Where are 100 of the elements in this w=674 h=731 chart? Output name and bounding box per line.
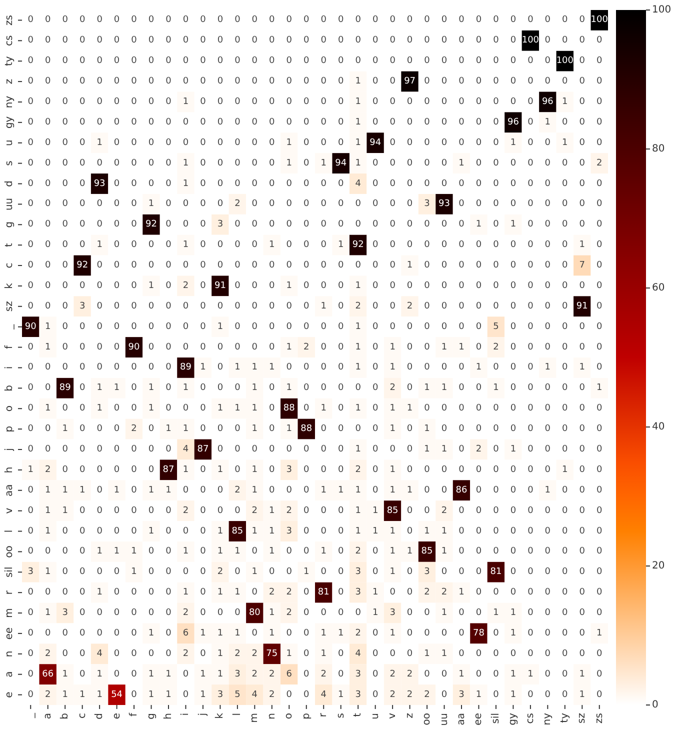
data-label: 0	[579, 96, 586, 107]
data-label: 0	[217, 76, 224, 87]
y-tick-label: n	[4, 650, 15, 658]
data-label: 0	[131, 158, 138, 168]
data-label: 0	[441, 485, 448, 496]
data-label: 1	[510, 628, 516, 638]
data-label: 0	[28, 588, 34, 598]
data-label: 0	[406, 280, 413, 291]
data-label: 0	[320, 383, 327, 394]
data-label: 3	[355, 588, 361, 598]
data-label: 0	[338, 567, 344, 578]
data-label: 0	[28, 690, 34, 700]
data-label: 1	[596, 383, 602, 394]
data-label: 0	[79, 546, 86, 557]
color-bar-label: 60	[652, 282, 665, 294]
data-label: 0	[304, 648, 310, 659]
data-label: 0	[476, 240, 482, 250]
data-label: 0	[96, 117, 103, 128]
data-label: 0	[28, 648, 34, 659]
data-label: 0	[252, 546, 258, 557]
data-label: 0	[252, 158, 258, 168]
data-label: 0	[62, 628, 68, 638]
data-label: 0	[62, 588, 68, 598]
data-label: 0	[476, 178, 482, 189]
data-label: 0	[114, 526, 120, 536]
data-label: 0	[390, 301, 396, 312]
data-label: 0	[166, 567, 172, 578]
data-label: 0	[114, 404, 120, 414]
data-label: 0	[458, 648, 465, 659]
data-label: 1	[96, 546, 102, 557]
data-label: 0	[304, 280, 310, 291]
data-label: 0	[528, 648, 534, 659]
data-label: 0	[424, 158, 430, 168]
data-label: 0	[596, 178, 603, 189]
data-label: 0	[510, 199, 516, 210]
data-label: 0	[510, 178, 516, 189]
data-label: 0	[217, 444, 224, 454]
data-label: 0	[114, 567, 120, 578]
data-label: 0	[79, 464, 86, 475]
data-label: 0	[28, 362, 34, 373]
data-label: 0	[304, 690, 310, 700]
data-label: 0	[596, 301, 603, 312]
data-label: 0	[62, 260, 68, 271]
data-label: 1	[424, 648, 430, 659]
data-label: 0	[458, 567, 465, 578]
data-label: 1	[441, 526, 448, 536]
data-label: 0	[441, 322, 448, 332]
y-tick-label: a	[4, 671, 15, 678]
data-label: 0	[528, 464, 534, 475]
y-tick-label: i	[4, 366, 15, 370]
data-label: 0	[493, 362, 500, 373]
data-label: 0	[424, 117, 430, 128]
data-label: 0	[304, 669, 310, 680]
data-label: 6	[182, 628, 189, 638]
data-label: 1	[252, 383, 258, 394]
data-label: 0	[596, 240, 603, 250]
data-label: 0	[424, 220, 430, 230]
data-label: 0	[44, 424, 51, 434]
data-label: 0	[304, 138, 310, 148]
data-label: 0	[320, 199, 327, 210]
data-label: 1	[510, 608, 516, 618]
data-label: 1	[96, 588, 102, 598]
data-label: 1	[320, 628, 326, 638]
data-label: 0	[510, 280, 516, 291]
data-label: 0	[372, 220, 378, 230]
data-label: 1	[493, 608, 499, 618]
data-label: 0	[372, 322, 378, 332]
data-label: 0	[441, 280, 448, 291]
y-tick-label: oo	[4, 546, 15, 558]
y-tick-label: z	[4, 78, 15, 84]
x-tick-label: v	[387, 712, 398, 719]
data-label: 0	[596, 117, 603, 128]
data-label: 0	[96, 526, 103, 536]
data-label: 0	[544, 404, 551, 414]
data-label: 5	[493, 322, 499, 332]
data-label: 0	[544, 220, 551, 230]
data-label: 0	[286, 36, 292, 46]
data-label: 2	[182, 280, 189, 291]
data-label: 0	[406, 322, 413, 332]
data-label: 3	[28, 567, 34, 578]
data-label: 1	[579, 690, 586, 700]
data-label: 1	[441, 648, 448, 659]
data-label: 2	[44, 690, 51, 700]
data-label: 0	[596, 342, 603, 352]
data-label: 0	[304, 240, 310, 250]
data-label: 0	[372, 444, 378, 454]
data-label: 92	[76, 260, 88, 271]
data-label: 1	[390, 404, 396, 414]
data-label: 0	[252, 280, 258, 291]
data-label: 2	[234, 648, 240, 659]
data-label: 0	[441, 424, 448, 434]
data-label: 1	[252, 526, 258, 536]
data-label: 0	[458, 56, 465, 66]
data-label: 0	[131, 178, 138, 189]
data-label: 0	[148, 158, 154, 168]
data-label: 0	[200, 588, 206, 598]
data-label: 0	[96, 199, 103, 210]
data-label: 0	[79, 404, 86, 414]
data-label: 1	[320, 546, 326, 557]
data-label: 0	[62, 56, 68, 66]
